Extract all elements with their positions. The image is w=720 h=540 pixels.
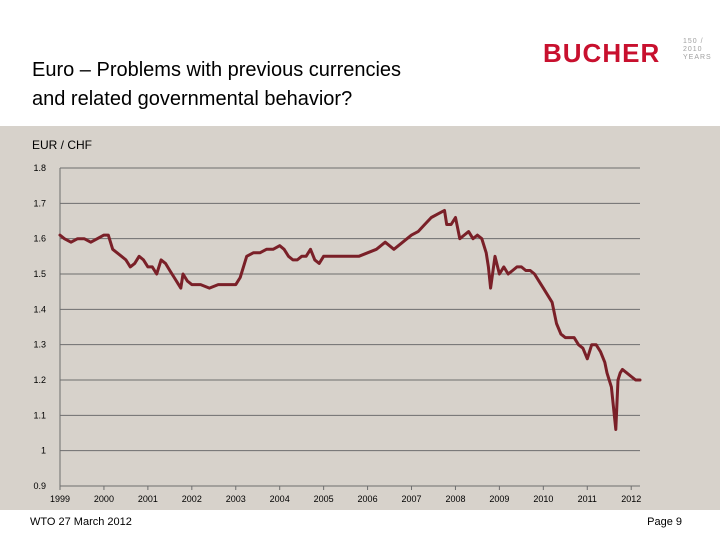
y-tick-label: 1.6 <box>33 234 46 244</box>
bucher-logo: BUCHER <box>543 38 661 68</box>
jubilee-badge: 150 / 2010 YEARS <box>683 38 713 62</box>
x-tick-label: 2012 <box>621 494 641 504</box>
title-line-1: Euro – Problems with previous currencies <box>32 59 402 81</box>
y-tick-label: 1.7 <box>33 198 46 208</box>
x-tick-label: 1999 <box>50 494 70 504</box>
x-tick-label: 2009 <box>489 494 509 504</box>
jubilee-line-1: 150 / <box>683 38 704 45</box>
y-tick-labels: 0.9 1 1.1 1.2 1.3 1.4 1.5 1.6 1.7 1.8 <box>33 163 46 491</box>
chart-panel <box>0 126 720 510</box>
x-tick-label: 2010 <box>533 494 553 504</box>
x-tick-label: 2001 <box>138 494 158 504</box>
y-tick-label: 1.5 <box>33 269 46 279</box>
slide-title: Euro – Problems with previous currencies… <box>32 56 532 114</box>
y-tick-label: 1.4 <box>33 304 46 314</box>
axes <box>59 168 632 490</box>
y-tick-label: 1.2 <box>33 375 46 385</box>
x-tick-label: 2005 <box>314 494 334 504</box>
x-tick-label: 2003 <box>226 494 246 504</box>
x-tick-labels: 1999 2000 2001 2002 2003 2004 2005 2006 2007 2008… <box>50 494 641 504</box>
y-tick-label: 1.1 <box>33 410 46 420</box>
y-tick-label: 1.8 <box>33 163 46 173</box>
eur-chf-chart: 0.9 1 1.1 1.2 1.3 1.4 1.5 1.6 1.7 1.8 1999 2000 200… <box>33 163 642 504</box>
y-tick-label: 1 <box>41 446 46 456</box>
y-tick-label: 0.9 <box>33 481 46 491</box>
footer-left: WTO 27 March 2012 <box>30 516 132 528</box>
series <box>58 208 642 431</box>
x-tick-label: 2004 <box>270 494 290 504</box>
x-tick-label: 2011 <box>578 494 597 504</box>
x-tick-label: 2006 <box>358 494 378 504</box>
x-tick-label: 2007 <box>401 494 421 504</box>
y-tick-label: 1.3 <box>33 340 46 350</box>
x-tick-label: 2000 <box>94 494 114 504</box>
series-line-eur-chf <box>58 208 642 431</box>
jubilee-line-2: 2010 <box>683 46 703 53</box>
jubilee-line-3: YEARS <box>683 54 712 61</box>
gridlines <box>60 167 640 487</box>
title-line-2: and related governmental behavior? <box>32 88 353 110</box>
page-number: Page 9 <box>647 516 682 528</box>
chart-title: EUR / CHF <box>32 138 92 152</box>
x-tick-label: 2002 <box>182 494 202 504</box>
x-tick-label: 2008 <box>445 494 465 504</box>
